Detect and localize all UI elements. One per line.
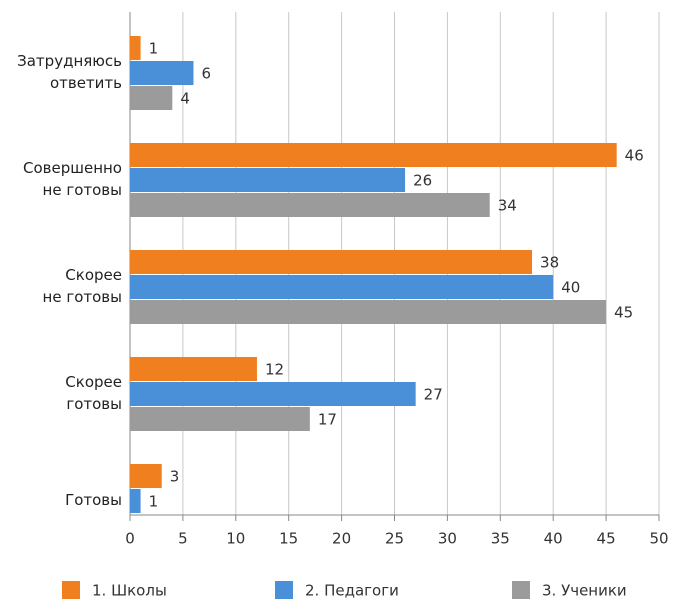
value-label: 1 <box>149 40 159 58</box>
x-tick-label: 15 <box>279 530 298 548</box>
bar <box>130 407 310 431</box>
value-label: 38 <box>540 254 559 272</box>
bar <box>130 86 173 110</box>
x-tick-label: 5 <box>178 530 188 548</box>
bar <box>130 464 162 488</box>
bar <box>130 489 141 513</box>
category-label: Готовы <box>65 490 122 509</box>
value-label: 4 <box>180 90 190 108</box>
value-label: 1 <box>149 493 159 511</box>
category-label: Скорее готовы <box>65 372 122 413</box>
bar <box>130 357 257 381</box>
bar <box>130 168 406 192</box>
value-label: 46 <box>625 147 644 165</box>
legend-label: 3. Ученики <box>542 582 627 600</box>
x-tick-label: 40 <box>544 530 563 548</box>
legend-label: 1. Школы <box>92 582 167 600</box>
x-tick-label: 45 <box>597 530 616 548</box>
legend-swatch <box>275 581 293 599</box>
x-tick-label: 0 <box>125 530 135 548</box>
bar <box>130 250 533 274</box>
value-label: 27 <box>424 386 443 404</box>
value-label: 26 <box>413 172 432 190</box>
category-label: Скорее не готовы <box>42 265 122 306</box>
value-label: 3 <box>170 468 180 486</box>
x-tick-label: 20 <box>332 530 351 548</box>
bar <box>130 61 194 85</box>
x-tick-label: 50 <box>649 530 668 548</box>
category-label: Совершенно не готовы <box>23 158 122 199</box>
category-label: Затрудняюсь ответить <box>17 51 122 92</box>
x-tick-label: 10 <box>226 530 245 548</box>
bar <box>130 382 416 406</box>
x-tick-label: 35 <box>491 530 510 548</box>
bar <box>130 143 617 167</box>
bar <box>130 300 607 324</box>
value-label: 34 <box>498 197 517 215</box>
bar <box>130 275 554 299</box>
legend-label: 2. Педагоги <box>305 582 399 600</box>
value-label: 45 <box>614 304 633 322</box>
bar <box>130 36 141 60</box>
x-tick-label: 25 <box>385 530 404 548</box>
value-label: 40 <box>561 279 580 297</box>
value-label: 6 <box>201 65 211 83</box>
bar <box>130 193 490 217</box>
value-label: 12 <box>265 361 284 379</box>
value-label: 17 <box>318 411 337 429</box>
legend-swatch <box>62 581 80 599</box>
legend-swatch <box>512 581 530 599</box>
x-tick-label: 30 <box>438 530 457 548</box>
